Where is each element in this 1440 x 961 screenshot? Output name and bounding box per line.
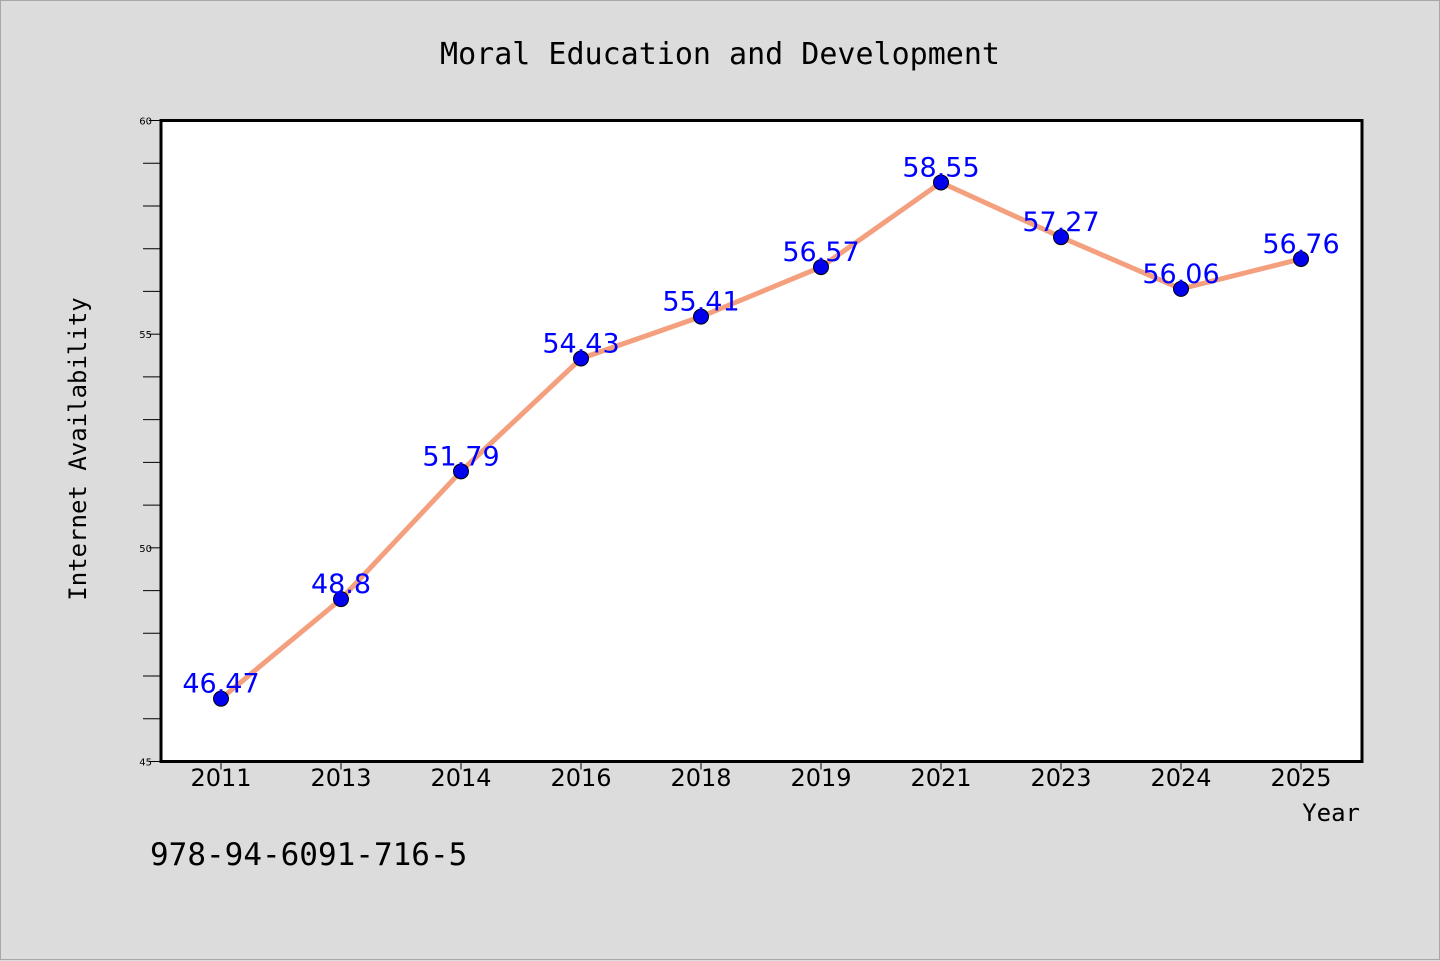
data-label: 54.43 — [542, 329, 619, 360]
data-point — [933, 174, 949, 191]
plot-area — [159, 119, 1364, 763]
x-tick-label: 2023 — [1030, 764, 1091, 792]
x-tick-label: 2014 — [430, 764, 491, 792]
data-point — [813, 259, 829, 276]
chart-title: Moral Education and Development — [440, 37, 1000, 72]
data-label: 56.06 — [1142, 259, 1219, 290]
x-tick-label: 2016 — [550, 764, 611, 792]
data-point — [693, 308, 709, 325]
data-label: 48.8 — [311, 569, 371, 600]
data-point — [573, 350, 589, 367]
data-label: 46.47 — [182, 669, 259, 700]
x-tick-label: 2011 — [190, 764, 251, 792]
x-tick-label: 2021 — [910, 764, 971, 792]
y-axis-title: Internet Availability — [64, 297, 92, 600]
data-label: 57.27 — [1022, 207, 1099, 238]
x-tick-label: 2024 — [1150, 764, 1211, 792]
series-line-group — [213, 174, 1309, 707]
data-point — [213, 690, 229, 707]
series-line — [218, 179, 1304, 702]
data-point — [333, 591, 349, 608]
data-label: 56.57 — [782, 237, 859, 268]
data-label: 55.41 — [662, 287, 739, 318]
data-point — [1293, 250, 1309, 267]
y-tick-label: 55 — [139, 330, 152, 341]
x-axis-ticks: 2011 2013 2014 2016 2018 2019 2021 2023 2024 2025 — [190, 761, 1332, 792]
data-label: 51.79 — [422, 441, 499, 472]
x-tick-label: 2019 — [790, 764, 851, 792]
y-tick-label: 60 — [139, 117, 152, 128]
x-tick-label: 2018 — [670, 764, 731, 792]
y-tick-label: 45 — [139, 758, 152, 769]
data-point — [1053, 229, 1069, 246]
footer-isbn: 978-94-6091-716-5 — [150, 837, 467, 873]
x-tick-label: 2025 — [1270, 764, 1331, 792]
y-tick-label: 50 — [139, 544, 152, 555]
data-point — [1173, 280, 1189, 297]
data-point — [453, 463, 469, 480]
data-label: 56.76 — [1262, 229, 1339, 260]
x-axis-title: Year — [1302, 799, 1360, 827]
data-labels: 46.47 48.8 51.79 54.43 55.41 56.57 58.55 57.27 5… — [182, 152, 1339, 699]
y-axis-ticks: 45 50 55 60 — [139, 117, 161, 769]
x-tick-label: 2013 — [310, 764, 371, 792]
data-label: 58.55 — [902, 152, 979, 183]
